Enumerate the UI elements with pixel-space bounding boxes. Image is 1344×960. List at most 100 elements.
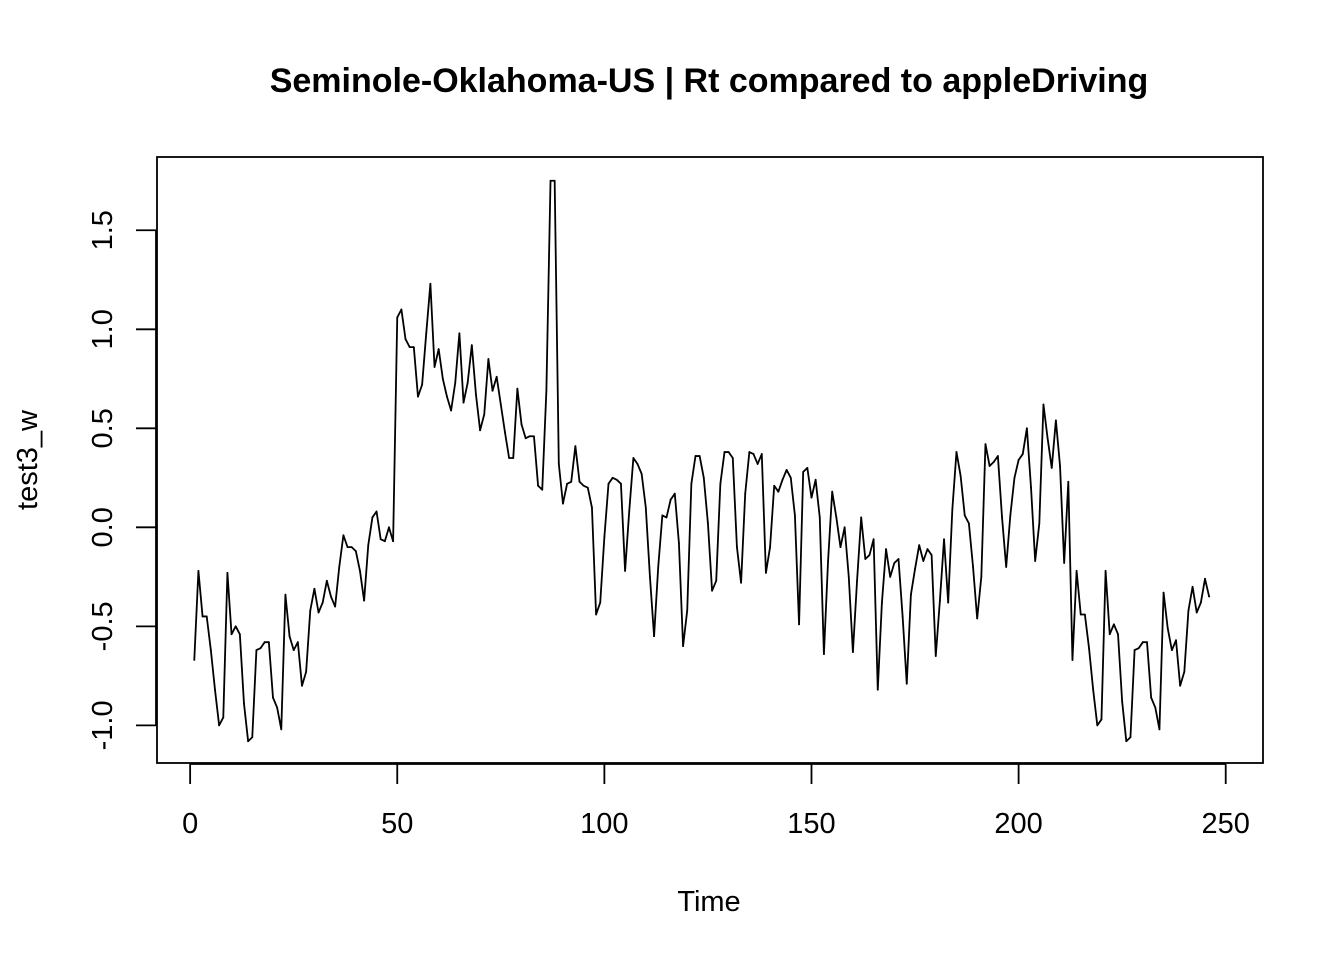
data-point [620,482,622,485]
data-point [632,457,635,459]
data-point [499,403,502,406]
data-point [520,423,523,426]
data-point [1175,639,1177,642]
data-point [682,645,684,648]
data-point [582,484,585,487]
data-point [421,383,424,386]
data-point [955,451,958,453]
data-point [301,684,303,687]
data-point [773,484,776,487]
y-axis: -1.0 -0.5 0.0 0.5 1.0 1.5 [87,210,157,750]
x-tick-label: 150 [787,808,835,840]
data-point [495,375,498,378]
data-point [537,484,539,487]
data-point [719,482,722,485]
data-point [491,389,494,392]
data-point [1121,700,1124,703]
data-point [578,480,581,483]
data-point [313,587,316,590]
data-point [972,566,974,568]
data-point [789,476,792,479]
data-point [1017,459,1020,461]
data-point [408,346,411,349]
data-point [673,492,676,495]
data-point [1063,562,1066,564]
data-point [417,395,419,398]
data-point [856,579,858,582]
data-point [611,476,614,479]
data-point [934,655,937,657]
data-point [760,453,763,455]
data-point [296,641,299,644]
data-point [1013,476,1016,479]
data-point [284,593,287,596]
data-point [524,437,527,440]
y-tick-label: 0.5 [87,408,119,448]
data-point [678,542,680,545]
data-point [454,381,457,384]
data-point [392,540,395,543]
data-point [1046,437,1049,440]
data-point [553,179,556,182]
data-point [1141,641,1144,644]
x-tick-label: 200 [994,808,1042,840]
data-point [939,599,941,602]
data-point [690,482,693,485]
data-point [823,653,825,655]
data-point [570,480,573,483]
data-point [1117,633,1119,636]
data-point [201,615,204,618]
data-point [777,490,780,493]
data-point [450,409,452,412]
data-point [649,575,651,578]
data-point [926,548,929,551]
data-point [1104,570,1107,572]
y-tick-label: -1.0 [87,700,119,750]
data-point [334,605,337,608]
data-point [615,478,618,481]
data-point [930,554,933,556]
data-point [197,570,200,572]
data-point [470,344,473,347]
y-tick-label: 1.5 [87,210,119,250]
data-point [458,332,461,335]
data-point [404,338,407,341]
data-point [885,548,887,551]
data-point [864,558,867,560]
data-point [769,546,771,549]
data-point [276,706,279,709]
data-point [1067,480,1070,483]
data-point [363,599,366,602]
data-point [1187,609,1190,612]
data-point [947,601,950,604]
data-point [516,387,519,390]
data-point [433,366,436,368]
data-point [1204,577,1206,580]
data-point [818,516,821,519]
data-point [437,348,440,350]
data-point [379,538,382,541]
data-point [375,510,378,513]
data-point [843,526,846,529]
data-point [425,332,428,335]
data-point [512,457,515,459]
data-point [897,558,900,560]
data-point [388,526,390,529]
data-point [1125,740,1128,743]
data-point [238,633,241,636]
data-point [574,445,577,448]
data-point [1088,647,1090,650]
data-point [396,316,399,319]
data-point [255,649,258,652]
data-point [325,579,328,582]
data-point [992,461,995,463]
data-point [1025,427,1028,430]
data-point [657,566,660,568]
y-tick-label: -0.5 [87,601,119,651]
data-point [1054,419,1057,422]
data-point [230,633,233,636]
data-point [628,510,631,513]
data-point [996,455,999,457]
data-point [342,534,345,537]
data-point [839,546,842,549]
